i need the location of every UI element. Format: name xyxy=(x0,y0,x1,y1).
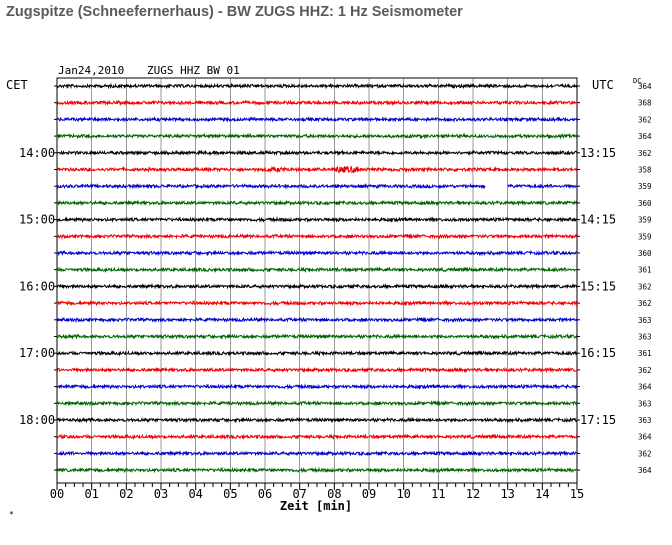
dc-offset-label: 364 xyxy=(638,132,652,141)
trace-row xyxy=(56,199,578,207)
right-time-label: 15:15 xyxy=(580,279,616,293)
dc-offset-label: 368 xyxy=(638,99,652,108)
dc-offset-label: 359 xyxy=(638,216,652,225)
trace-row xyxy=(56,165,578,175)
dc-offset-label: 360 xyxy=(638,199,652,208)
x-tick-label: 13 xyxy=(500,487,514,501)
trace-row xyxy=(56,349,578,357)
trace-row xyxy=(56,383,578,390)
dc-label: DC xyxy=(633,77,641,85)
x-tick-label: 02 xyxy=(119,487,133,501)
header-date: Jan24,2010 xyxy=(58,64,124,77)
x-axis-title: Zeit [min] xyxy=(280,499,352,513)
dc-offset-label: 361 xyxy=(638,266,652,275)
header-station: ZUGS HHZ BW 01 xyxy=(147,64,240,77)
dc-offset-label: 364 xyxy=(638,433,652,442)
left-axis-title: CET xyxy=(6,78,28,92)
x-tick-label: 00 xyxy=(50,487,64,501)
right-time-label: 13:15 xyxy=(580,146,616,160)
x-tick-label: 08 xyxy=(327,487,341,501)
trace-row xyxy=(56,99,578,107)
trace-row xyxy=(56,399,578,407)
trace-row xyxy=(56,115,578,123)
dc-offset-label: 362 xyxy=(638,282,652,291)
left-time-label: 15:00 xyxy=(19,213,55,227)
footnote-mark: * xyxy=(9,510,14,519)
x-tick-label: 14 xyxy=(535,487,549,501)
x-tick-label: 12 xyxy=(466,487,480,501)
dc-offset-label: 359 xyxy=(638,182,652,191)
dc-offset-label: 364 xyxy=(638,82,652,91)
trace-row xyxy=(56,216,578,223)
trace-row xyxy=(56,232,578,240)
dc-offset-label: 363 xyxy=(638,399,652,408)
dc-offset-label: 364 xyxy=(638,466,652,475)
dc-offset-label: 363 xyxy=(638,416,652,425)
dc-offset-label: 360 xyxy=(638,249,652,258)
dc-offset-label: 362 xyxy=(638,115,652,124)
trace-row xyxy=(56,182,577,190)
dc-offset-label: 362 xyxy=(638,366,652,375)
right-time-label: 16:15 xyxy=(580,346,616,360)
x-tick-label: 09 xyxy=(362,487,376,501)
trace-row xyxy=(56,333,578,340)
dc-offset-label: 363 xyxy=(638,333,652,342)
right-time-label: 14:15 xyxy=(580,213,616,227)
x-tick-label: 11 xyxy=(431,487,445,501)
trace-row xyxy=(56,299,578,307)
right-time-label: 17:15 xyxy=(580,413,616,427)
x-tick-label: 15 xyxy=(570,487,584,501)
x-tick-label: 07 xyxy=(292,487,306,501)
trace-row xyxy=(56,316,578,324)
left-time-label: 18:00 xyxy=(19,413,55,427)
dc-offset-label: 362 xyxy=(638,449,652,458)
trace-row xyxy=(56,416,578,424)
trace-row xyxy=(56,283,578,290)
trace-row xyxy=(56,433,578,441)
trace-row xyxy=(56,149,578,157)
trace-row xyxy=(56,450,578,457)
dc-offset-label: 359 xyxy=(638,232,652,241)
trace-row xyxy=(56,249,578,257)
dc-offset-label: 364 xyxy=(638,383,652,392)
dc-offset-label: 362 xyxy=(638,149,652,158)
right-axis-title: UTC xyxy=(592,78,614,92)
trace-row xyxy=(56,82,578,90)
dc-offset-label: 358 xyxy=(638,166,652,175)
x-tick-label: 06 xyxy=(258,487,272,501)
left-time-label: 17:00 xyxy=(19,346,55,360)
x-tick-label: 01 xyxy=(84,487,98,501)
dc-offset-label: 362 xyxy=(638,299,652,308)
page-title: Zugspitze (Schneefernerhaus) - BW ZUGS H… xyxy=(6,4,463,20)
trace-row xyxy=(56,266,578,274)
left-time-label: 14:00 xyxy=(19,146,55,160)
x-tick-label: 03 xyxy=(154,487,168,501)
trace-row xyxy=(56,466,578,474)
x-tick-label: 05 xyxy=(223,487,237,501)
trace-row xyxy=(56,132,578,140)
x-tick-label: 10 xyxy=(396,487,410,501)
trace-row xyxy=(56,366,578,374)
dc-offset-label: 363 xyxy=(638,316,652,325)
left-time-label: 16:00 xyxy=(19,279,55,293)
dc-offset-label: 361 xyxy=(638,349,652,358)
x-tick-label: 04 xyxy=(188,487,202,501)
